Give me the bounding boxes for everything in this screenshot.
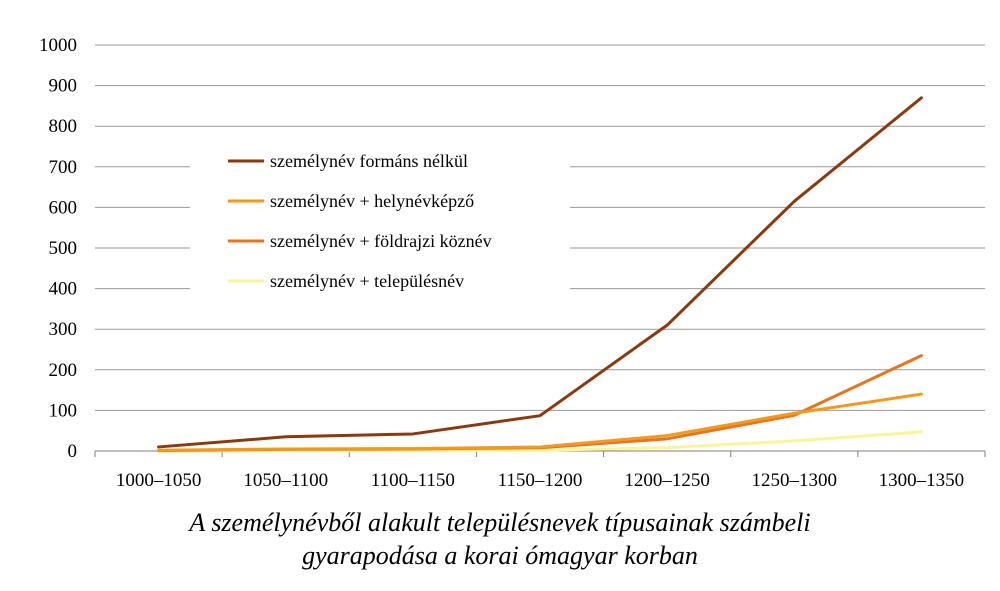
line-chart: 0 100 200 300 400 500 600 700 800 900 1000 1000–10… [39,35,986,491]
legend-label: személynév formáns nélkül [270,151,468,171]
chart-caption-line-1: A személynévből alakult településnevek t… [189,508,811,537]
y-tick-label: 300 [49,319,78,340]
series-lines [157,96,923,453]
y-tick-label: 800 [49,116,78,137]
legend-label: személynév + földrajzi köznév [270,231,492,251]
y-tick-label: 100 [49,400,78,421]
x-tick-label: 1050–1100 [243,470,328,491]
legend: személynév formáns nélkül személynév + he… [190,140,570,292]
x-tick-label: 1000–1050 [116,470,202,491]
x-tick-label: 1150–1200 [498,470,583,491]
y-tick-label: 900 [49,76,78,97]
y-tick-label: 500 [49,238,78,259]
legend-label: személynév + településnév [270,271,464,291]
x-tick-label: 1100–1150 [371,470,455,491]
x-tick-label: 1250–1300 [752,470,838,491]
series-line [157,96,923,449]
x-tick-label: 1200–1250 [624,470,710,491]
y-axis-tick-labels: 0 100 200 300 400 500 600 700 800 900 1000 [39,35,77,462]
y-tick-label: 600 [49,197,78,218]
y-tick-label: 400 [49,279,78,300]
legend-label: személynév + helynévképző [270,191,474,211]
y-tick-label: 200 [49,360,78,381]
x-axis-tick-labels: 1000–1050 1050–1100 1100–1150 1150–1200 1200… [116,470,964,491]
y-tick-label: 0 [68,441,78,462]
chart-caption-line-2: gyarapodása a korai ómagyar korban [302,541,698,570]
y-tick-label: 1000 [39,35,77,56]
y-tick-label: 700 [49,157,78,178]
legend-box [190,140,570,292]
series-line [157,392,923,452]
x-tick-label: 1300–1350 [879,470,965,491]
